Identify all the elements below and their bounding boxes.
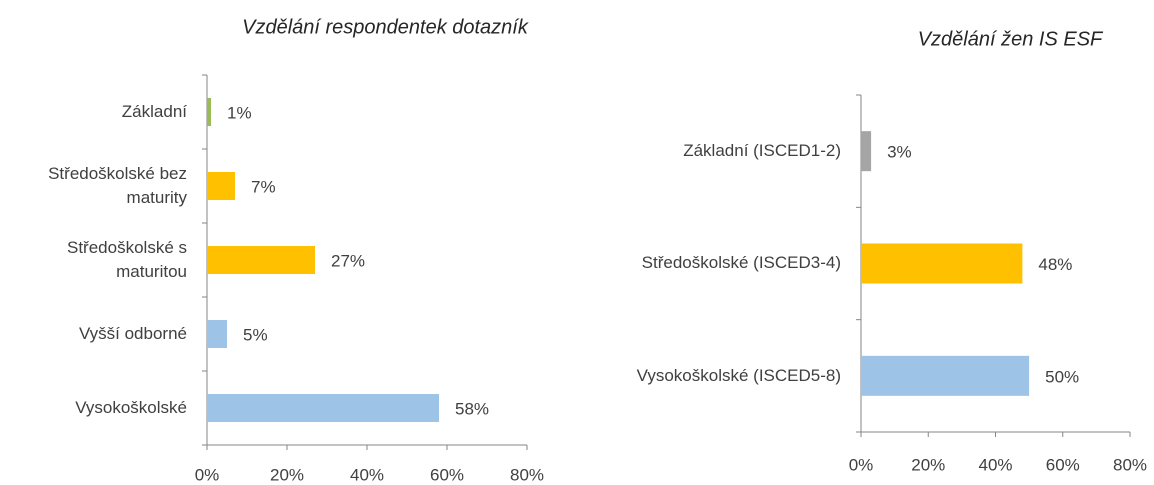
data-label: 58% bbox=[455, 399, 489, 418]
x-tick-label: 20% bbox=[270, 465, 304, 484]
category-label: Středoškolské (ISCED3-4) bbox=[641, 253, 841, 273]
bar bbox=[207, 320, 227, 348]
bar bbox=[207, 394, 439, 422]
x-tick-label: 0% bbox=[849, 455, 874, 474]
x-tick-label: 60% bbox=[430, 465, 464, 484]
category-label: Základní bbox=[121, 102, 187, 121]
x-tick-label: 0% bbox=[195, 465, 220, 484]
x-tick-label: 40% bbox=[978, 455, 1012, 474]
bar bbox=[207, 246, 315, 274]
data-label: 5% bbox=[243, 325, 268, 344]
data-label: 50% bbox=[1045, 367, 1079, 386]
data-label: 3% bbox=[887, 143, 912, 162]
data-label: 48% bbox=[1038, 255, 1072, 274]
category-label: Vysokoškolské bbox=[75, 398, 187, 417]
data-label: 27% bbox=[331, 251, 365, 270]
category-label: Vyšší odborné bbox=[78, 324, 187, 343]
x-tick-label: 80% bbox=[1113, 455, 1147, 474]
bar bbox=[861, 243, 1023, 284]
x-tick-label: 60% bbox=[1046, 455, 1080, 474]
x-tick-label: 20% bbox=[911, 455, 945, 474]
bar bbox=[207, 98, 211, 126]
bar bbox=[861, 131, 872, 172]
data-label: 7% bbox=[251, 177, 276, 196]
chart-title: Vzdělání respondentek dotazník bbox=[242, 16, 529, 38]
bar bbox=[207, 172, 235, 200]
category-label: Středoškolské s maturitou bbox=[67, 238, 187, 281]
chart-title: Vzdělání žen IS ESF bbox=[918, 28, 1104, 50]
x-tick-label: 80% bbox=[510, 465, 544, 484]
data-label: 1% bbox=[227, 103, 252, 122]
category-label: Středoškolské bez maturity bbox=[48, 164, 187, 207]
bar bbox=[861, 355, 1030, 396]
category-label: Základní (ISCED1-2) bbox=[683, 141, 841, 161]
x-tick-label: 40% bbox=[350, 465, 384, 484]
category-label: Vysokoškolské (ISCED5-8) bbox=[636, 365, 841, 385]
